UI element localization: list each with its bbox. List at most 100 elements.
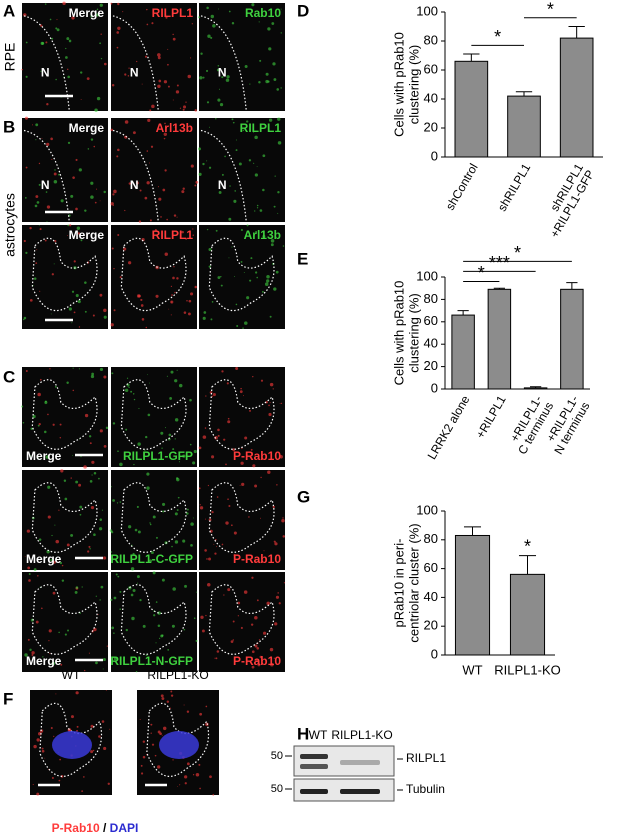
cell-outline (23, 15, 70, 112)
signal-dot (158, 79, 162, 83)
signal-dot (272, 505, 275, 509)
signal-dot (170, 694, 174, 697)
signal-dot (254, 210, 256, 212)
signal-dot (146, 472, 150, 476)
signal-dot (65, 47, 67, 50)
signal-dot (103, 445, 107, 448)
signal-dot (27, 566, 31, 570)
signal-dot (255, 271, 258, 274)
signal-dot (213, 543, 215, 545)
signal-dot (246, 296, 250, 300)
signal-dot (99, 293, 103, 297)
y-tick-label: 20 (424, 358, 438, 373)
signal-dot (110, 530, 114, 534)
signal-dot (135, 670, 138, 673)
signal-dot (164, 252, 168, 256)
y-axis-label: clustering (%) (406, 293, 421, 372)
channel-label: Merge (26, 654, 62, 668)
signal-dot (25, 41, 28, 44)
channel-label: RILPL1 (152, 6, 194, 20)
signal-dot (165, 16, 168, 19)
signal-dot (167, 648, 170, 651)
signal-dot (205, 395, 207, 397)
nucleus (159, 731, 199, 759)
signal-dot (172, 759, 174, 761)
signal-dot (272, 62, 276, 66)
error-bar (530, 386, 542, 388)
signal-dot (71, 322, 73, 324)
signal-dot (226, 382, 229, 385)
signal-dot (208, 265, 211, 268)
signal-dot (40, 41, 44, 46)
signal-dot (130, 390, 133, 393)
signal-dot (172, 276, 175, 280)
signal-dot (126, 377, 129, 379)
signal-dot (137, 530, 141, 534)
signal-dot (49, 652, 51, 655)
signal-dot (244, 436, 248, 440)
signal-dot (88, 435, 92, 438)
signal-dot (117, 450, 119, 453)
signal-dot (276, 484, 278, 486)
micrograph (111, 572, 197, 672)
signal-dot (23, 316, 27, 320)
signal-dot (277, 141, 282, 145)
signal-dot (24, 653, 28, 657)
signal-dot (84, 413, 89, 418)
signal-dot (244, 65, 248, 69)
signal-dot (178, 383, 183, 388)
signal-dot (174, 418, 179, 422)
panel-letter: C (3, 367, 15, 386)
signal-dot (58, 631, 60, 634)
signal-dot (36, 249, 38, 251)
cell-outline (39, 702, 103, 777)
signal-dot (95, 13, 100, 17)
signal-dot (60, 199, 64, 203)
signal-dot (117, 26, 121, 30)
signal-dot (51, 661, 55, 666)
channel-label: Merge (69, 228, 105, 242)
signal-dot (232, 620, 235, 623)
signal-dot (39, 228, 42, 231)
signal-dot (275, 270, 279, 274)
signal-dot (96, 8, 99, 11)
y-tick-label: 60 (424, 560, 438, 575)
signal-dot (50, 313, 52, 315)
signal-dot (268, 412, 272, 417)
signal-dot (205, 614, 207, 617)
signal-dot (239, 390, 243, 394)
signal-dot (155, 294, 159, 298)
signal-dot (33, 277, 37, 280)
signal-dot (277, 592, 279, 594)
lane-label: RILPL1-KO (331, 728, 392, 742)
signal-dot (209, 775, 212, 779)
signal-dot (157, 765, 161, 769)
cell-outline (112, 15, 159, 112)
signal-dot (202, 435, 207, 439)
signal-dot (176, 216, 178, 218)
signal-dot (107, 782, 110, 785)
channel-label: Rab10 (245, 6, 281, 20)
signal-dot (35, 620, 39, 624)
signal-dot (163, 137, 166, 140)
signal-dot (90, 506, 95, 510)
signal-dot (204, 518, 206, 520)
signal-dot (29, 298, 33, 302)
band (300, 789, 328, 794)
signal-dot (230, 640, 234, 643)
signal-dot (90, 374, 95, 379)
channel-label: RILPL1-N-GFP (110, 654, 193, 668)
signal-dot (113, 657, 117, 661)
signal-dot (51, 158, 53, 160)
signal-dot (124, 209, 126, 212)
signal-dot (268, 404, 270, 407)
channel-label: P-Rab10 (233, 552, 281, 566)
signal-dot (70, 533, 74, 537)
signal-dot (44, 400, 47, 403)
signal-dot (256, 207, 259, 209)
signal-dot (176, 509, 179, 511)
signal-dot (113, 309, 116, 312)
signal-dot (26, 529, 30, 533)
signal-dot (250, 448, 253, 451)
signal-dot (258, 80, 261, 84)
